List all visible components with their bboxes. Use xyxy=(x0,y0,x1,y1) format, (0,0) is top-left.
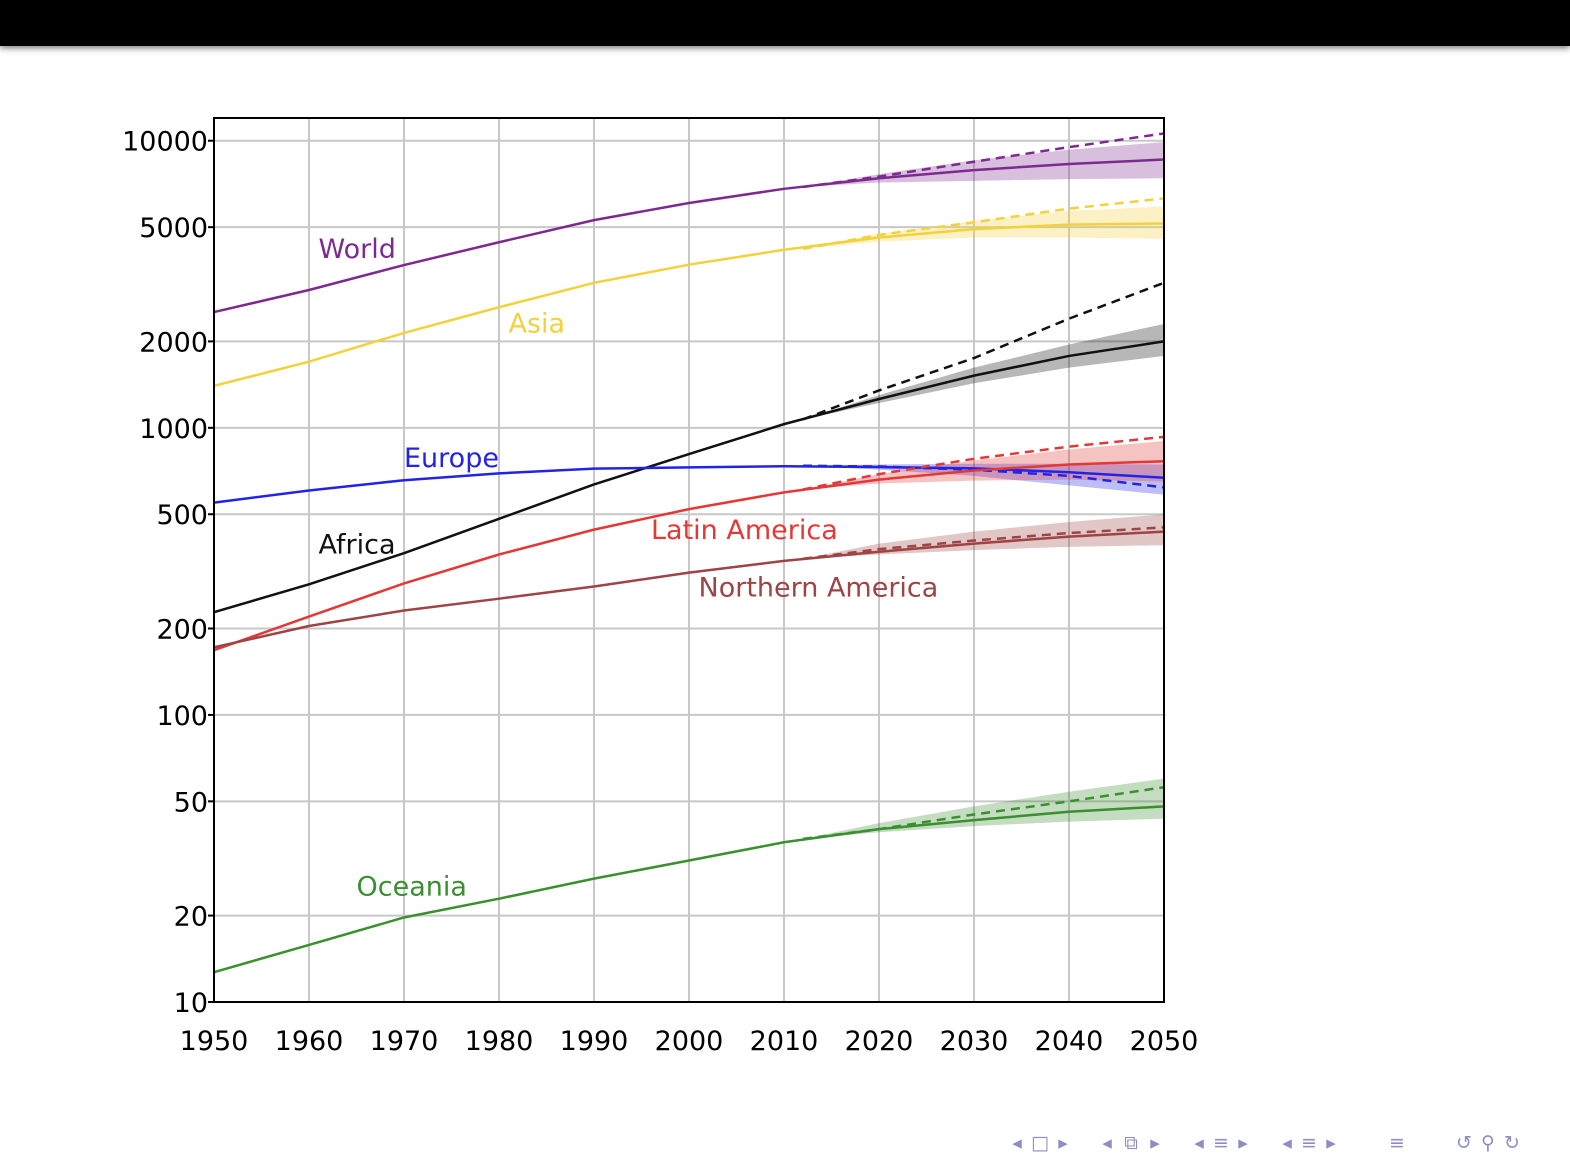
triangle-left-icon[interactable]: ◂ xyxy=(1102,1132,1112,1154)
oceania-band xyxy=(803,778,1164,839)
triangle-left-icon[interactable]: ◂ xyxy=(1194,1132,1204,1154)
subsection-icon[interactable]: ⧉ xyxy=(1124,1132,1138,1154)
slide-header-bar xyxy=(0,0,1570,46)
y-tick-label: 1000 xyxy=(139,414,208,445)
y-tick-label: 2000 xyxy=(139,327,208,358)
align-icon[interactable]: ≡ xyxy=(1301,1132,1317,1154)
search-icon[interactable]: ⚲ xyxy=(1481,1132,1495,1154)
northern-america-projection-line xyxy=(802,526,1165,560)
x-tick-label: 2010 xyxy=(750,1026,819,1057)
x-axis: 1950 1960 1970 1980 1990 2000 2010 2020 2030 2040… xyxy=(180,1026,1199,1057)
x-tick-label: 2050 xyxy=(1130,1026,1199,1057)
series-lines xyxy=(213,132,1165,974)
asia-label: Asia xyxy=(509,308,566,339)
x-tick-label: 1960 xyxy=(275,1026,344,1057)
triangle-right-icon[interactable]: ▸ xyxy=(1326,1132,1336,1154)
northern-america-line xyxy=(213,530,1165,649)
y-tick-label: 10 xyxy=(174,988,208,1019)
x-tick-label: 1950 xyxy=(180,1026,249,1057)
x-tick-label: 1980 xyxy=(465,1026,534,1057)
y-tick-label: 200 xyxy=(156,614,208,645)
series-labels: World Asia Africa Europe Latin America Northe… xyxy=(319,234,939,902)
y-tick-label: 100 xyxy=(156,701,208,732)
europe-label: Europe xyxy=(404,443,499,474)
y-tick-label: 20 xyxy=(174,902,208,933)
world-line xyxy=(213,158,1165,314)
triangle-left-icon[interactable]: ◂ xyxy=(1012,1132,1022,1154)
world-label: World xyxy=(319,234,396,265)
triangle-right-icon[interactable]: ▸ xyxy=(1150,1132,1160,1154)
world-band xyxy=(803,141,1164,187)
uncertainty-bands xyxy=(803,141,1164,839)
oceania-label: Oceania xyxy=(357,871,467,902)
search-back-icon[interactable]: ↺ xyxy=(1456,1132,1472,1154)
latin-america-line xyxy=(213,459,1165,652)
asia-projection-line xyxy=(802,197,1165,251)
africa-label: Africa xyxy=(319,529,396,560)
y-axis: 10 20 50 100 200 500 1000 2000 5000 10000 xyxy=(122,127,214,1019)
triangle-right-icon[interactable]: ▸ xyxy=(1238,1132,1248,1154)
section-icon[interactable]: ≡ xyxy=(1213,1132,1229,1154)
northern-america-label: Northern America xyxy=(699,573,939,604)
x-tick-label: 2000 xyxy=(655,1026,724,1057)
oceania-line xyxy=(213,805,1165,974)
beamer-navigation-bar: ◂ □ ▸ ◂ ⧉ ▸ ◂ ≡ ▸ ◂ ≡ ▸ ≡ ↺ ⚲ ↻ xyxy=(1006,1128,1562,1158)
plot-frame xyxy=(213,117,1165,1003)
y-tick-label: 10000 xyxy=(122,127,208,158)
asia-line xyxy=(213,222,1165,388)
x-tick-label: 1970 xyxy=(370,1026,439,1057)
align-icon[interactable]: ≡ xyxy=(1389,1132,1405,1154)
frame-icon[interactable]: □ xyxy=(1031,1132,1049,1154)
x-tick-label: 2030 xyxy=(940,1026,1009,1057)
x-tick-label: 1990 xyxy=(560,1026,629,1057)
x-tick-label: 2020 xyxy=(845,1026,914,1057)
triangle-left-icon[interactable]: ◂ xyxy=(1282,1132,1292,1154)
latin-america-label: Latin America xyxy=(651,515,838,546)
search-forward-icon[interactable]: ↻ xyxy=(1504,1132,1520,1154)
x-tick-label: 2040 xyxy=(1035,1026,1104,1057)
latin-america-projection-line xyxy=(802,435,1165,491)
y-tick-label: 50 xyxy=(174,787,208,818)
y-tick-label: 500 xyxy=(156,500,208,531)
africa-line xyxy=(213,340,1165,614)
triangle-right-icon[interactable]: ▸ xyxy=(1058,1132,1068,1154)
y-tick-label: 5000 xyxy=(139,213,208,244)
africa-projection-line xyxy=(802,281,1165,421)
northern-america-band xyxy=(803,514,1164,559)
